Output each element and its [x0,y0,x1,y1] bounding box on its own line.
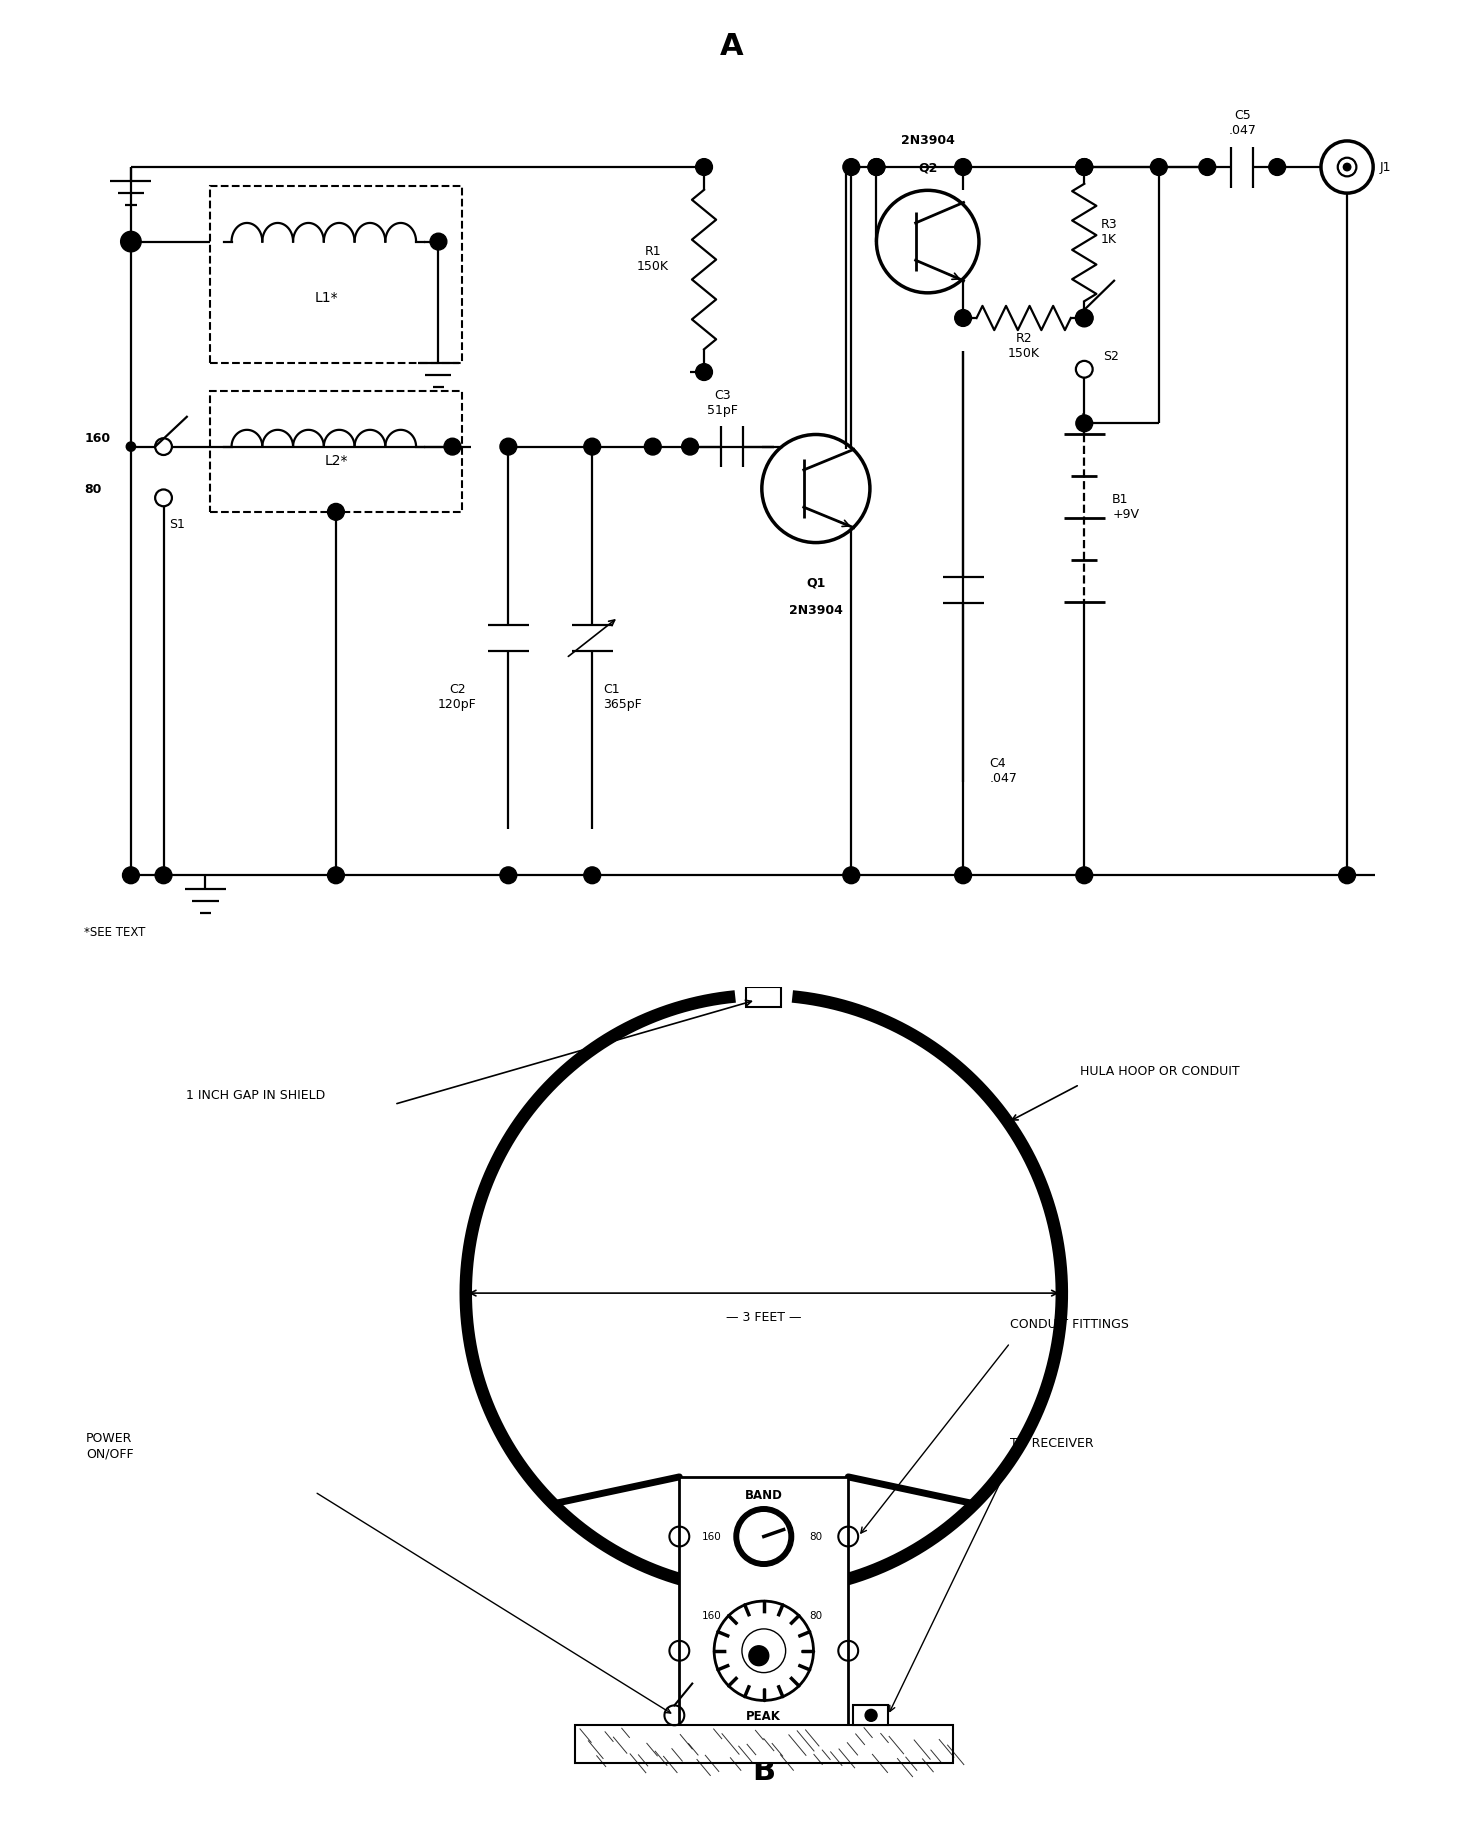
Text: S2: S2 [1102,349,1118,364]
Text: C1
365pF: C1 365pF [603,682,643,711]
Text: HULA HOOP OR CONDUIT: HULA HOOP OR CONDUIT [1080,1064,1240,1077]
Text: R1
150K: R1 150K [637,245,669,272]
Circle shape [955,866,972,883]
Bar [679,1477,848,1735]
Text: C5
.047: C5 .047 [1228,110,1256,137]
Circle shape [499,866,517,883]
Text: 80: 80 [85,483,101,495]
Text: TO RECEIVER: TO RECEIVER [1010,1437,1094,1450]
Circle shape [444,439,461,455]
Circle shape [843,159,859,175]
Text: CONDUIT FITTINGS: CONDUIT FITTINGS [1010,1318,1129,1331]
Text: A: A [720,33,744,60]
Circle shape [584,439,600,455]
Bar [575,1726,953,1762]
Circle shape [695,364,713,380]
Text: *SEE TEXT: *SEE TEXT [85,925,146,940]
Circle shape [955,309,972,327]
Text: BAND: BAND [745,1488,783,1503]
Circle shape [682,439,698,455]
Circle shape [584,866,600,883]
Text: 160: 160 [85,431,110,444]
Text: 2N3904: 2N3904 [789,605,843,618]
Circle shape [728,1614,801,1687]
Circle shape [955,159,972,175]
Circle shape [695,159,713,175]
Bar [211,391,461,512]
Text: B: B [752,1757,776,1786]
Text: J1: J1 [1379,161,1391,174]
Text: Q1: Q1 [807,576,826,589]
Circle shape [1199,159,1215,175]
Bar [747,987,782,1007]
Text: S1: S1 [170,517,186,530]
Text: 80: 80 [810,1610,821,1621]
Text: Q2: Q2 [918,161,937,175]
Circle shape [499,439,517,455]
Circle shape [865,1709,877,1722]
Text: R2
150K: R2 150K [1007,333,1039,360]
Text: — 3 FEET —: — 3 FEET — [726,1311,802,1323]
Circle shape [155,866,171,883]
Text: 80: 80 [810,1532,821,1541]
Text: 160: 160 [703,1610,722,1621]
Text: +: + [1076,411,1089,426]
Text: R3
1K: R3 1K [1101,218,1117,245]
Circle shape [120,232,141,252]
Circle shape [123,234,139,250]
Circle shape [1076,415,1092,431]
Circle shape [1344,163,1351,170]
Circle shape [1338,866,1356,883]
Circle shape [126,442,136,452]
Text: L2*: L2* [324,453,347,468]
Text: C4
.047: C4 .047 [990,757,1017,784]
Circle shape [739,1514,788,1561]
Text: C3
51pF: C3 51pF [707,389,738,417]
Circle shape [644,439,662,455]
Circle shape [1076,866,1092,883]
Text: 160: 160 [703,1532,722,1541]
Circle shape [868,159,884,175]
Circle shape [1151,159,1167,175]
Circle shape [123,866,139,883]
Circle shape [1076,159,1092,175]
Text: 2N3904: 2N3904 [900,133,955,146]
Text: 1 INCH GAP IN SHIELD: 1 INCH GAP IN SHIELD [186,1089,325,1102]
Circle shape [1269,159,1285,175]
Text: L1*: L1* [315,291,338,305]
Bar [854,1706,889,1726]
Circle shape [750,1645,769,1665]
Circle shape [1076,309,1092,327]
Circle shape [843,866,859,883]
Text: POWER
ON/OFF: POWER ON/OFF [86,1431,133,1461]
Circle shape [733,1506,793,1567]
Text: C2
120pF: C2 120pF [438,682,476,711]
Text: PEAK: PEAK [747,1711,782,1724]
Circle shape [1076,159,1092,175]
Circle shape [868,159,884,175]
Text: B1
+9V: B1 +9V [1113,494,1139,521]
Circle shape [328,503,344,521]
Circle shape [430,234,447,250]
Circle shape [328,866,344,883]
Bar [211,186,461,362]
